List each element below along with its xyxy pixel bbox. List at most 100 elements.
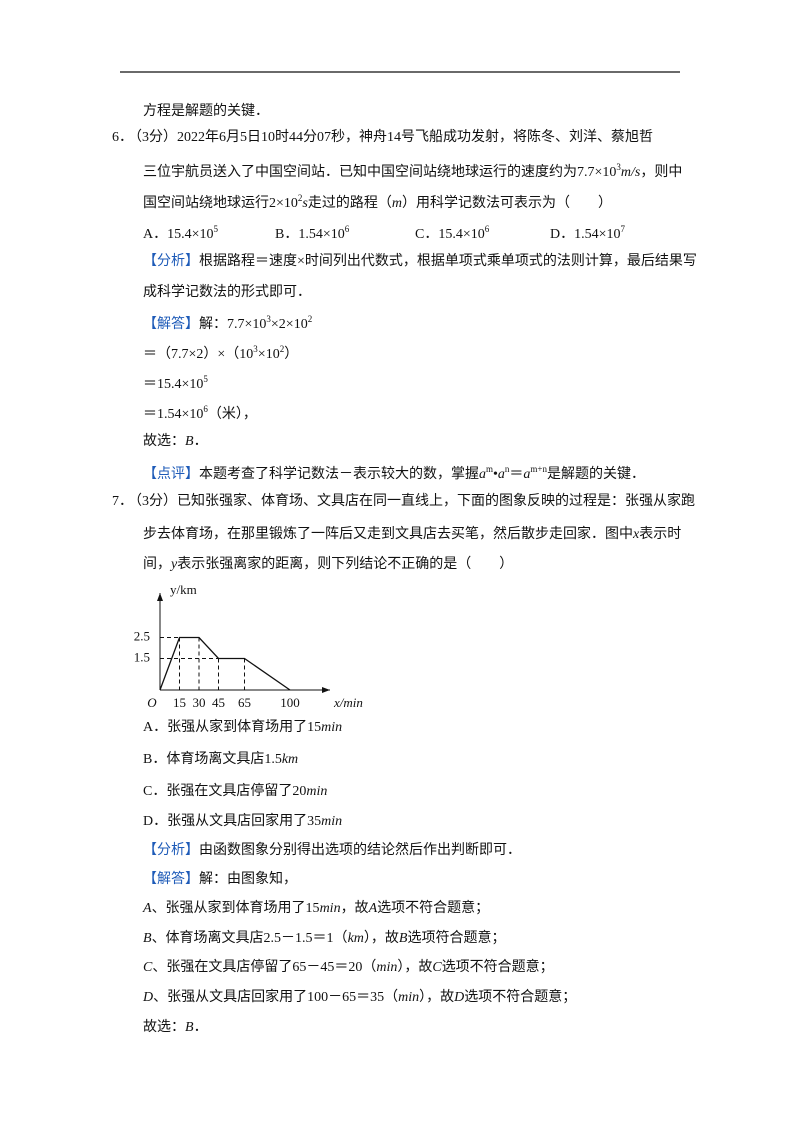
text: ＝1.54×10	[143, 407, 204, 422]
text: ＝（7.7×2）×（10	[143, 347, 254, 362]
question-number: 7．	[112, 494, 133, 509]
text: 解：由图象知，	[199, 872, 297, 887]
italic-text: min	[398, 990, 420, 1005]
text: 国空间站绕地球运行2×10	[143, 196, 298, 211]
text: ，故	[340, 901, 369, 916]
italic-text: km	[281, 752, 299, 767]
italic-text: A	[143, 901, 152, 916]
text: ．	[193, 434, 208, 449]
text: ，则中	[640, 165, 683, 180]
superscript: 5	[203, 374, 208, 384]
italic-text: B	[143, 931, 152, 946]
text: 表示时	[639, 527, 682, 542]
text: D．张强从文具店回家用了35	[143, 814, 322, 829]
text: 故选：	[143, 1020, 185, 1035]
italic-text: min	[321, 814, 343, 829]
superscript: 2	[279, 344, 285, 354]
x-arrow	[322, 687, 330, 693]
text-line: 【解答】解：7.7×103×2×102	[143, 309, 312, 335]
text: 选项不符合题意；	[464, 990, 577, 1005]
text-line: B．体育场离文具店1.5km	[143, 750, 298, 770]
italic-text: s	[302, 196, 308, 211]
text: 由函数图象分别得出选项的结论然后作出判断即可．	[199, 843, 521, 858]
text-line: 【分析】根据路程＝速度×时间列出代数式，根据单项式乘单项式的法则计算，最后结果写	[143, 252, 697, 272]
option: C．15.4×106	[415, 219, 489, 245]
italic-text: a	[479, 467, 486, 482]
superscript: 6	[344, 224, 350, 234]
superscript: 2	[297, 193, 303, 203]
text-line: 故选：B．	[143, 432, 208, 452]
y-arrow	[157, 593, 163, 601]
text-line: 三位宇航员送入了中国空间站．已知中国空间站绕地球运行的速度约为7.7×103m/…	[143, 157, 682, 183]
text: ．	[193, 1020, 208, 1035]
text: 选项不符合题意；	[377, 901, 490, 916]
text-line: 【点评】本题考查了科学记数法－表示较大的数，掌握am•an＝am+n是解题的关键…	[143, 459, 645, 485]
italic-text: B	[398, 931, 408, 946]
text: 故选：	[143, 434, 185, 449]
text: ×10	[257, 347, 280, 362]
superscript: 5	[213, 224, 219, 234]
text: 选项不符合题意；	[441, 960, 554, 975]
text: 、张强在文具店停留了65－45＝20（	[152, 960, 377, 975]
text: （3分）已知张强家、体育场、文具店在同一直线上，下面的图象反映的过程是：张强从家…	[128, 494, 695, 509]
text: 解：7.7×10	[199, 317, 267, 332]
text: 方程是解题的关键．	[143, 104, 269, 119]
text-line: 成科学记数法的形式即可．	[143, 283, 311, 303]
text-line: 【分析】由函数图象分别得出选项的结论然后作出判断即可．	[143, 841, 521, 861]
italic-text: C	[143, 960, 153, 975]
text-line: C、张强在文具店停留了65－45＝20（min），故C选项不符合题意；	[143, 958, 554, 978]
superscript: m	[486, 464, 494, 474]
text: 选项符合题意；	[407, 931, 506, 946]
text: 根据路程＝速度×时间列出代数式，根据单项式乘单项式的法则计算，最后结果写	[199, 254, 697, 269]
text-line: 间，y表示张强离家的距离，则下列结论不正确的是（ ）	[143, 555, 513, 575]
superscript: m+n	[530, 464, 547, 474]
option: D．1.54×107	[550, 219, 625, 245]
text-line: 方程是解题的关键．	[143, 102, 269, 122]
superscript: 6	[203, 404, 208, 414]
section-label: 【解答】	[143, 317, 199, 332]
italic-text: km	[347, 931, 364, 946]
text-line: ＝（7.7×2）×（103×102）	[143, 339, 298, 365]
italic-text: D	[454, 990, 465, 1005]
italic-text: y	[171, 557, 178, 572]
graph-line	[159, 636, 291, 691]
y-axis-label: y/km	[170, 582, 197, 597]
text: ），故	[397, 960, 433, 975]
y-tick-label: 1.5	[134, 649, 150, 664]
italic-text: a	[497, 467, 505, 482]
text: ＝15.4×10	[143, 377, 204, 392]
text: （3分）2022年6月5日10时44分07秒，神舟14号飞船成功发射，将陈冬、刘…	[128, 130, 653, 145]
text: 成科学记数法的形式即可．	[143, 285, 311, 300]
text: ）	[284, 347, 299, 362]
text: A．张强从家到体育场用了15	[143, 720, 322, 735]
x-tick-label: 100	[280, 695, 300, 710]
italic-text: m/s	[620, 165, 641, 180]
italic-text: a	[523, 467, 531, 482]
text-line: D、张强从文具店回家用了100－65＝35（min），故D选项不符合题意；	[143, 988, 576, 1008]
section-label: 【分析】	[143, 254, 199, 269]
text: 、张强从文具店回家用了100－65＝35（	[153, 990, 399, 1005]
section-label: 【点评】	[143, 467, 199, 482]
italic-text: B	[185, 434, 194, 449]
origin-label: O	[147, 695, 157, 710]
text: B．体育场离文具店1.5	[143, 752, 282, 767]
text: 是解题的关键．	[547, 467, 645, 482]
italic-text: min	[376, 960, 398, 975]
italic-text: B	[185, 1020, 194, 1035]
text: ），故	[419, 990, 455, 1005]
text-line: A、张强从家到体育场用了15min，故A选项不符合题意；	[143, 899, 489, 919]
text-line: ＝1.54×106（米），	[143, 399, 257, 425]
section-label: 【分析】	[143, 843, 199, 858]
text: 表示张强离家的距离，则下列结论不正确的是（ ）	[177, 557, 514, 572]
text-line: 【解答】解：由图象知，	[143, 870, 297, 890]
text-line: （3分）2022年6月5日10时44分07秒，神舟14号飞船成功发射，将陈冬、刘…	[128, 128, 653, 148]
superscript: 3	[253, 344, 258, 354]
text: （米），	[207, 407, 257, 422]
italic-text: m	[391, 196, 402, 211]
text: 本题考查了科学记数法－表示较大的数，掌握	[199, 467, 479, 482]
x-tick-label: 30	[193, 695, 206, 710]
superscript: 6	[484, 224, 490, 234]
italic-text: min	[319, 901, 341, 916]
